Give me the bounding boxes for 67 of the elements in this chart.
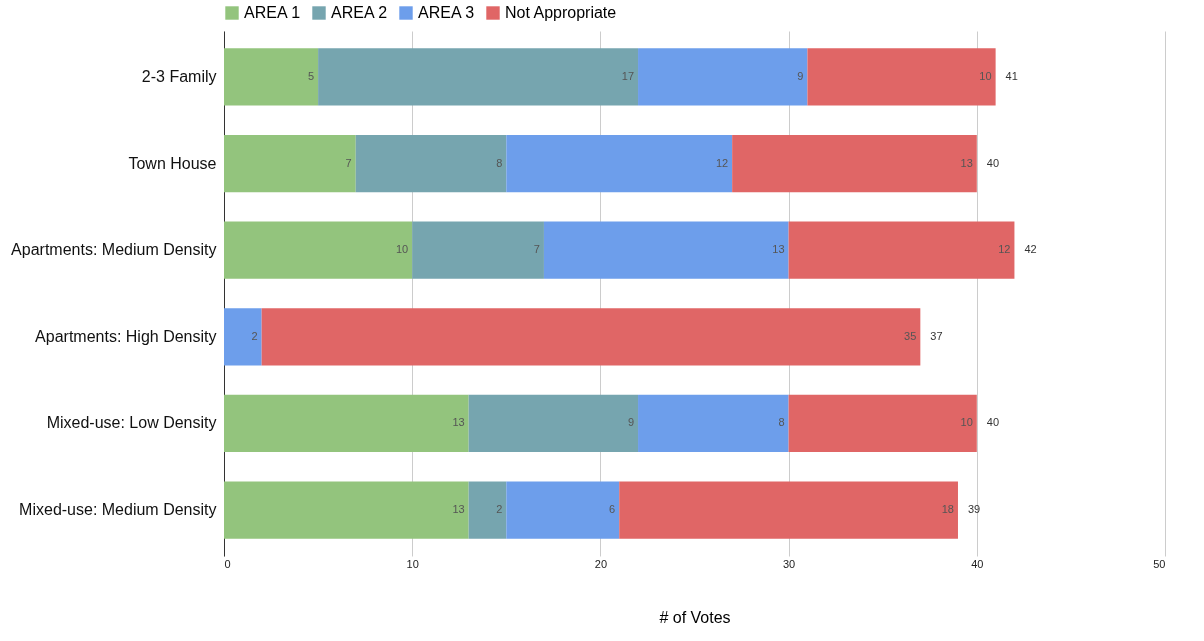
y-tick-label: Apartments: Medium Density — [11, 241, 217, 259]
bar — [224, 481, 469, 539]
data-label: 35 — [904, 329, 917, 342]
y-tick-label: Mixed-use: Medium Density — [19, 501, 217, 519]
total-label: 40 — [986, 416, 1000, 429]
data-label: 13 — [452, 503, 465, 516]
data-label: 12 — [715, 156, 729, 169]
legend-label: Not Appropriate — [505, 4, 617, 21]
bar — [224, 394, 469, 453]
x-tick-label: 40 — [971, 557, 984, 570]
data-label: 9 — [797, 69, 804, 82]
x-tick-label: 20 — [594, 557, 608, 570]
data-label: 13 — [960, 156, 973, 169]
bar — [355, 134, 507, 193]
bar — [638, 394, 789, 453]
bar — [506, 481, 620, 539]
data-label: 7 — [533, 243, 540, 256]
total-label: 39 — [967, 503, 981, 516]
data-label: 8 — [778, 416, 785, 429]
x-tick-label: 50 — [1153, 557, 1166, 570]
bar — [468, 394, 639, 453]
data-label: 10 — [960, 416, 973, 429]
data-label: 8 — [496, 156, 503, 169]
data-label: 13 — [452, 416, 465, 429]
data-label: 12 — [998, 243, 1011, 256]
data-label: 13 — [772, 243, 785, 256]
total-label: 41 — [1005, 69, 1018, 82]
y-tick-label: 2-3 Family — [141, 67, 217, 85]
bar — [807, 48, 996, 106]
data-label: 5 — [307, 69, 315, 82]
bar — [468, 481, 507, 539]
data-label: 2 — [251, 329, 258, 342]
x-tick-label: 0 — [224, 557, 231, 570]
bar — [619, 481, 958, 539]
data-label: 9 — [627, 416, 635, 429]
bar — [224, 48, 319, 106]
y-tick-label: Town House — [128, 154, 217, 172]
total-label: 40 — [986, 156, 1000, 169]
bar — [788, 221, 1015, 279]
data-label: 17 — [621, 69, 635, 82]
legend-label: AREA 1 — [244, 4, 301, 21]
data-label: 2 — [496, 503, 503, 516]
x-axis-title: # of Votes — [659, 608, 731, 626]
legend-label: AREA 3 — [418, 4, 475, 21]
data-label: 6 — [609, 503, 616, 516]
data-label: 7 — [345, 156, 352, 169]
bar — [412, 221, 544, 279]
total-label: 37 — [930, 329, 943, 342]
bar — [318, 48, 639, 106]
x-tick-label: 10 — [406, 557, 419, 570]
y-tick-label: Mixed-use: Low Density — [46, 414, 217, 432]
data-label: 10 — [979, 69, 992, 82]
data-label: 10 — [395, 243, 409, 256]
data-label: 18 — [941, 503, 954, 516]
bar — [788, 394, 977, 453]
bar — [224, 221, 413, 279]
x-tick-label: 30 — [782, 557, 796, 570]
bar — [638, 48, 808, 106]
bar — [224, 134, 356, 193]
total-label: 42 — [1024, 243, 1037, 256]
bar — [732, 134, 977, 193]
bar — [543, 221, 789, 279]
legend-label: AREA 2 — [331, 4, 388, 21]
bar — [506, 134, 733, 193]
bar — [224, 308, 262, 366]
bar — [261, 308, 921, 366]
y-tick-label: Apartments: High Density — [35, 327, 217, 345]
